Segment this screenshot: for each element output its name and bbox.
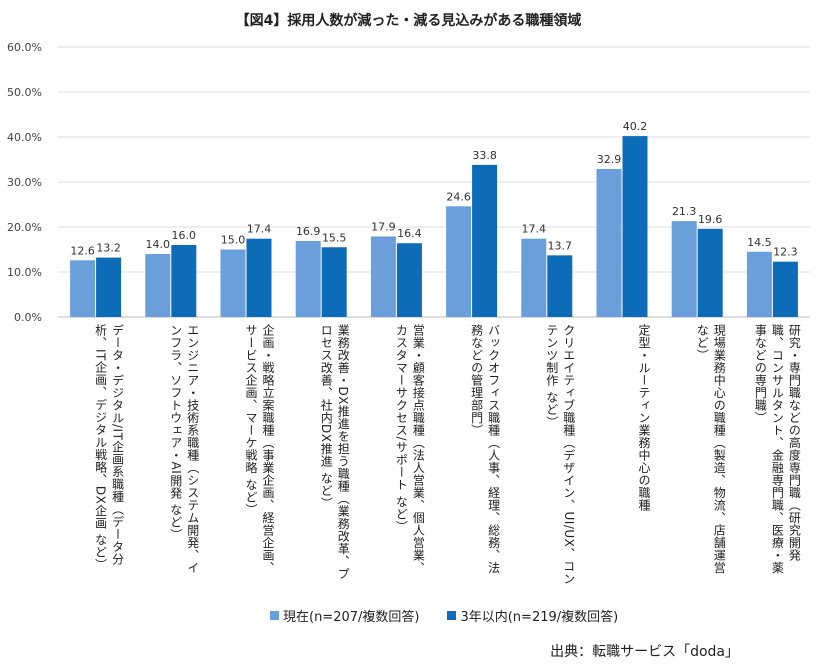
bar xyxy=(697,228,723,317)
data-label: 21.3 xyxy=(672,205,697,218)
data-label: 24.6 xyxy=(446,190,471,203)
bar xyxy=(772,261,798,317)
bar xyxy=(321,247,347,317)
legend-item-current: 現在(n=207/複数回答) xyxy=(270,606,419,625)
bar xyxy=(746,251,772,317)
x-tick-label: 現場業務中心の職種（製造、物流、店舗運営など） xyxy=(695,324,727,574)
legend-swatch-current xyxy=(270,611,279,620)
plot-area: 0.0%10.0%20.0%30.0%40.0%50.0%60.0%12.6 13… xyxy=(7,41,810,324)
bar xyxy=(145,254,171,317)
data-label: 13.2 xyxy=(96,242,121,255)
legend-item-3years: 3年以内(n=219/複数回答) xyxy=(447,606,618,625)
data-label: 14.0 xyxy=(146,238,171,251)
bar xyxy=(596,168,622,317)
y-tick-label: 40.0% xyxy=(7,131,42,144)
x-tick-label: エンジニア・技術系職種（システム開発、インフラ、ソフトウェア・AI開発 など） xyxy=(168,324,200,574)
bar xyxy=(70,260,96,317)
bar xyxy=(446,206,472,317)
data-label: 17.4 xyxy=(522,223,547,236)
x-tick-label: 業務改善・DX推進を担う職種（業務改革、プロセス改善、社内DX推進 など） xyxy=(319,324,351,580)
bar xyxy=(396,243,422,317)
legend-label-current: 現在(n=207/複数回答) xyxy=(283,610,420,625)
bar xyxy=(547,255,573,317)
bar xyxy=(472,164,498,317)
chart-title: 【図4】採用人数が減った・減る見込みがある職種領域 xyxy=(235,13,582,29)
data-label: 14.5 xyxy=(747,236,772,249)
bar xyxy=(370,236,396,317)
data-label: 12.3 xyxy=(773,246,798,259)
y-tick-label: 0.0% xyxy=(14,311,42,324)
y-tick-label: 20.0% xyxy=(7,221,42,234)
x-tick-label: 企画・戦略立案職種（事業企画、経営企画、サービス企画、マーケ戦略 など） xyxy=(244,324,275,574)
bar xyxy=(246,238,272,317)
data-label: 12.6 xyxy=(70,244,95,257)
x-tick-label: 研究・専門職などの高度専門職（研究開発職、コンサルタント、金融専門職、医療・薬事… xyxy=(753,324,802,574)
data-label: 15.5 xyxy=(322,231,347,244)
bar xyxy=(295,240,321,317)
bar xyxy=(171,245,197,317)
x-tick-label: 営業・顧客接点職種（法人営業、個人営業、カスタマーサクセス/サポート など） xyxy=(394,324,426,574)
legend-swatch-3years xyxy=(447,611,457,620)
source-note: 出典：転職サービス「doda」 xyxy=(550,644,739,660)
y-tick-label: 30.0% xyxy=(7,176,42,189)
data-label: 16.4 xyxy=(397,227,422,240)
data-label: 17.9 xyxy=(371,220,396,233)
bar xyxy=(671,221,697,317)
data-label: 33.8 xyxy=(472,149,497,162)
data-label: 15.0 xyxy=(221,234,246,247)
x-tick-label: クリエイティブ職種（デザイン、UI/UX、コンテンツ制作 など） xyxy=(544,324,576,585)
bar xyxy=(96,257,122,317)
data-label: 40.2 xyxy=(623,120,648,133)
y-tick-label: 60.0% xyxy=(7,41,42,54)
y-tick-label: 10.0% xyxy=(7,266,42,279)
data-label: 17.4 xyxy=(247,223,272,236)
data-label: 32.9 xyxy=(597,153,622,166)
x-tick-label: バックオフィス職種（人事、経理、総務、法務などの管理部門） xyxy=(469,324,501,574)
x-tick-label: データ・デジタル/IT企画系職種（データ分析、IT企画、デジタル戦略、DX企画 … xyxy=(93,324,125,572)
bar xyxy=(220,249,246,317)
data-label: 13.7 xyxy=(548,239,573,252)
data-label: 16.0 xyxy=(172,229,197,242)
bar xyxy=(622,136,648,317)
legend: 現在(n=207/複数回答) 3年以内(n=219/複数回答) xyxy=(270,606,618,625)
legend-label-3years: 3年以内(n=219/複数回答) xyxy=(460,610,619,625)
bar xyxy=(521,238,547,317)
x-tick-label: 定型・ルーティン業務中心の職種 xyxy=(637,324,651,512)
y-tick-label: 50.0% xyxy=(7,86,42,99)
data-label: 16.9 xyxy=(296,225,321,238)
data-label: 19.6 xyxy=(698,213,723,226)
